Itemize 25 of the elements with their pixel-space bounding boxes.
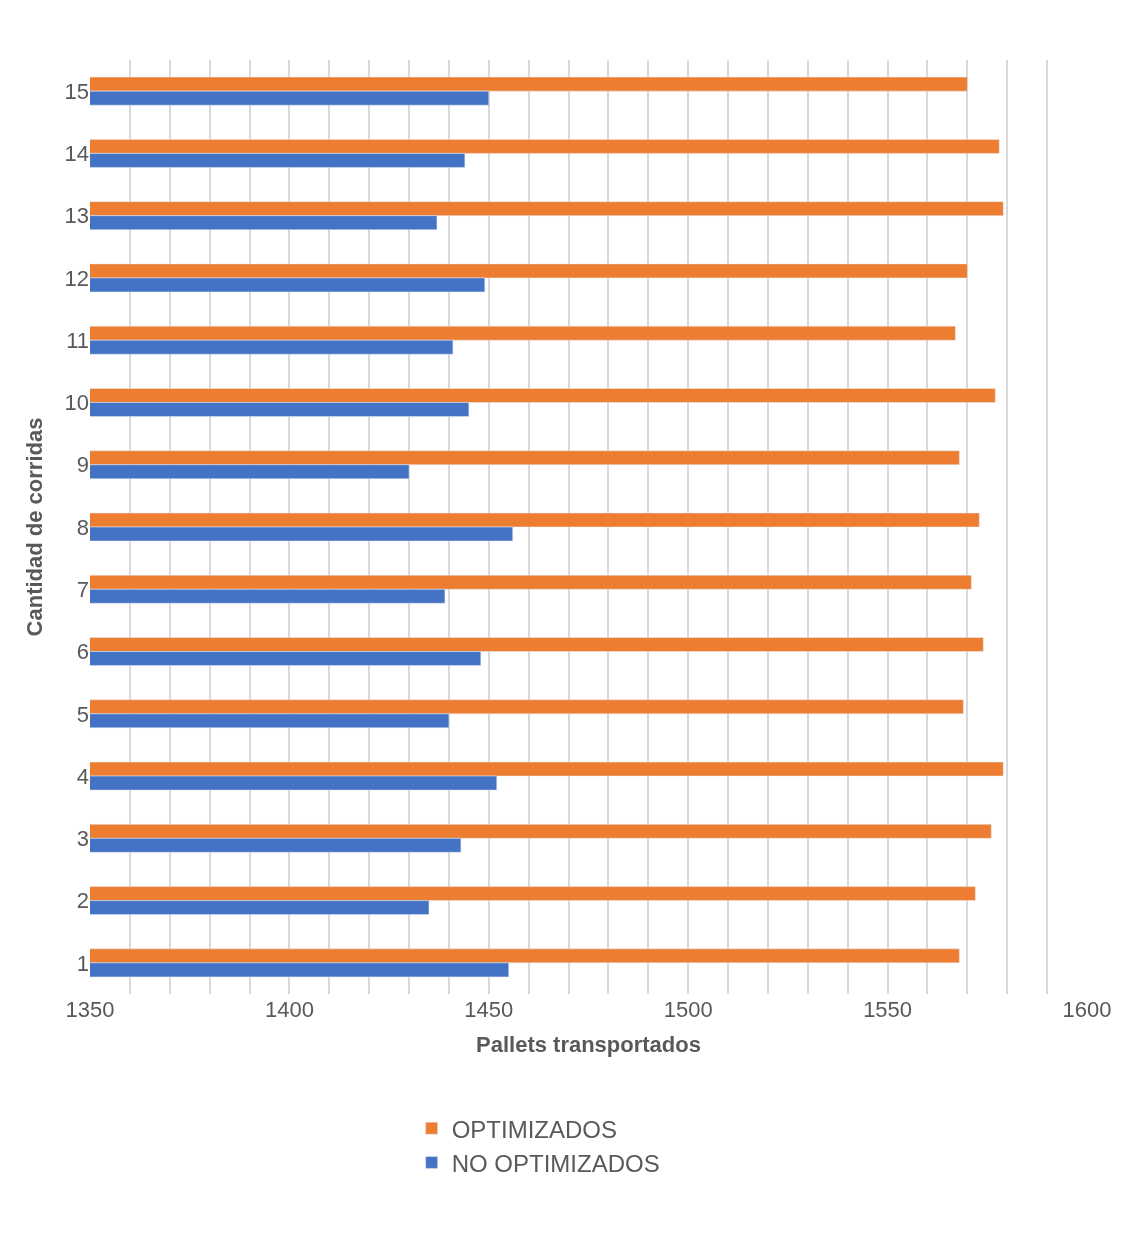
y-tick-label: 5 <box>76 701 89 727</box>
legend-label: NO OPTIMIZADOS <box>451 1149 660 1177</box>
y-tick-label: 8 <box>76 514 89 540</box>
y-tick-label: 3 <box>76 826 89 852</box>
y-tick-label: 2 <box>76 888 89 914</box>
x-tick-label: 1500 <box>663 997 713 1022</box>
legend-label: OPTIMIZADOS <box>451 1115 617 1143</box>
x-axis-title: Pallets transportados <box>476 1031 701 1057</box>
x-tick-label: 1400 <box>264 997 314 1022</box>
y-tick-label: 15 <box>64 78 89 104</box>
x-tick-label: 1600 <box>1062 997 1112 1022</box>
x-tick-label: 1350 <box>65 997 115 1022</box>
y-tick-label: 1 <box>76 950 89 976</box>
y-tick-label: 14 <box>64 141 89 167</box>
y-axis-title: Cantidad de corridas <box>22 417 48 637</box>
y-tick-label: 11 <box>66 327 89 353</box>
y-tick-label: 4 <box>76 763 89 789</box>
y-tick-label: 10 <box>64 390 89 416</box>
y-tick-label: 13 <box>64 203 89 229</box>
x-tick-label: 1450 <box>464 997 514 1022</box>
x-tick-label: 1550 <box>863 997 913 1022</box>
y-tick-label: 6 <box>76 639 89 665</box>
y-tick-label: 9 <box>76 452 89 478</box>
y-tick-label: 7 <box>76 576 89 602</box>
y-tick-label: 12 <box>64 265 89 291</box>
